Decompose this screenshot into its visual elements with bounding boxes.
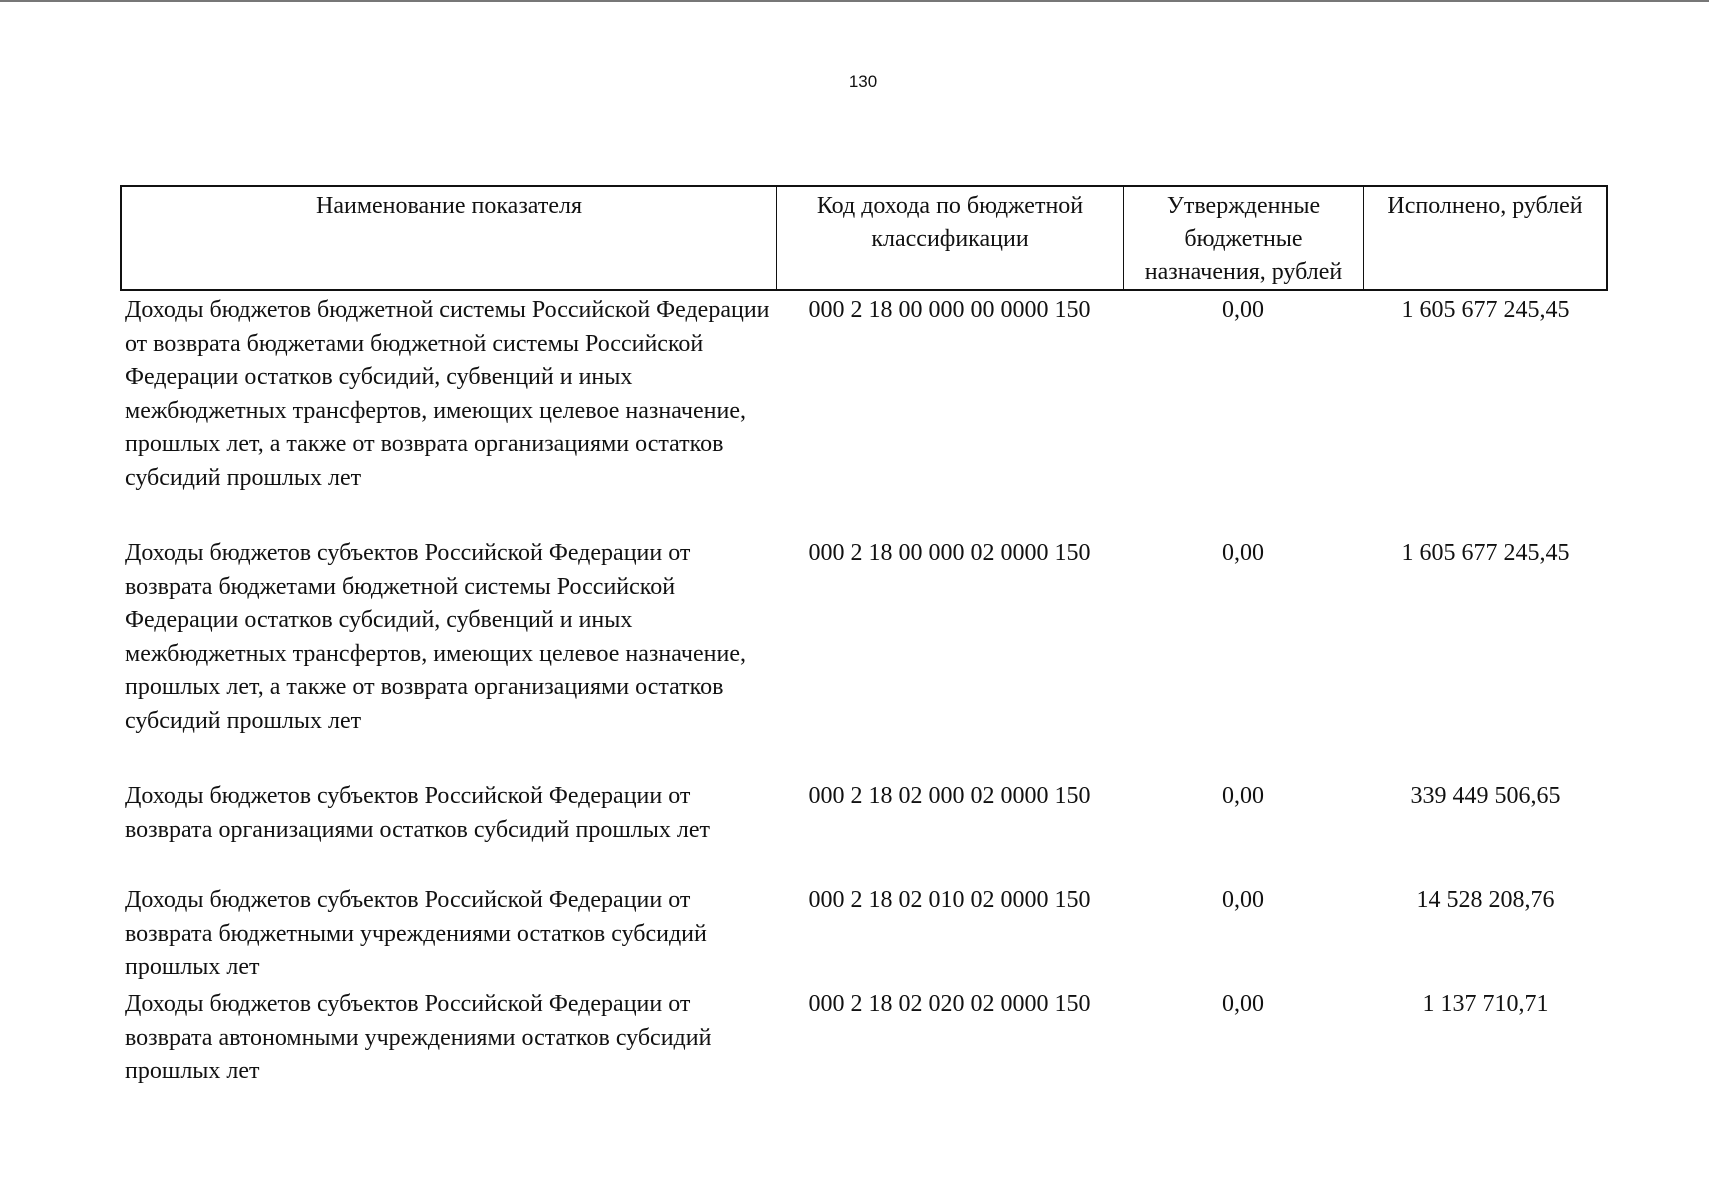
row-executed: 339 449 506,65: [1410, 783, 1561, 809]
row-approved: 0,00: [1222, 297, 1264, 323]
row-code: 000 2 18 02 020 02 0000 150: [808, 991, 1091, 1017]
row-code: 000 2 18 02 000 02 0000 150: [808, 783, 1091, 809]
row-code: 000 2 18 02 010 02 0000 150: [808, 887, 1091, 913]
row-approved: 0,00: [1222, 887, 1264, 913]
row-approved: 0,00: [1222, 991, 1264, 1017]
row-executed: 1 605 677 245,45: [1401, 540, 1570, 566]
row-approved: 0,00: [1222, 540, 1264, 566]
header-code: Код дохода по бюджетной классификации: [776, 187, 1123, 289]
page-top-edge: [0, 0, 1709, 2]
row-approved: 0,00: [1222, 783, 1264, 809]
page-number: 130: [848, 72, 878, 91]
row-code: 000 2 18 00 000 02 0000 150: [808, 540, 1091, 566]
row-name: Доходы бюджетов бюджетной системы Россий…: [125, 297, 770, 491]
row-executed: 1 605 677 245,45: [1401, 297, 1570, 323]
table-header: Наименование показателя Код дохода по бю…: [120, 185, 1608, 291]
row-name: Доходы бюджетов субъектов Российской Фед…: [125, 540, 746, 734]
header-name: Наименование показателя: [316, 193, 582, 219]
row-executed: 14 528 208,76: [1416, 887, 1555, 913]
header-approved: Утвержденные бюджетные назначения, рубле…: [1123, 187, 1363, 289]
row-executed: 1 137 710,71: [1422, 991, 1549, 1017]
row-name: Доходы бюджетов субъектов Российской Фед…: [125, 783, 711, 843]
row-name: Доходы бюджетов субъектов Российской Фед…: [125, 887, 707, 981]
row-code: 000 2 18 00 000 00 0000 150: [808, 297, 1091, 323]
row-name: Доходы бюджетов субъектов Российской Фед…: [125, 991, 712, 1085]
header-executed: Исполнено, рублей: [1363, 187, 1606, 289]
